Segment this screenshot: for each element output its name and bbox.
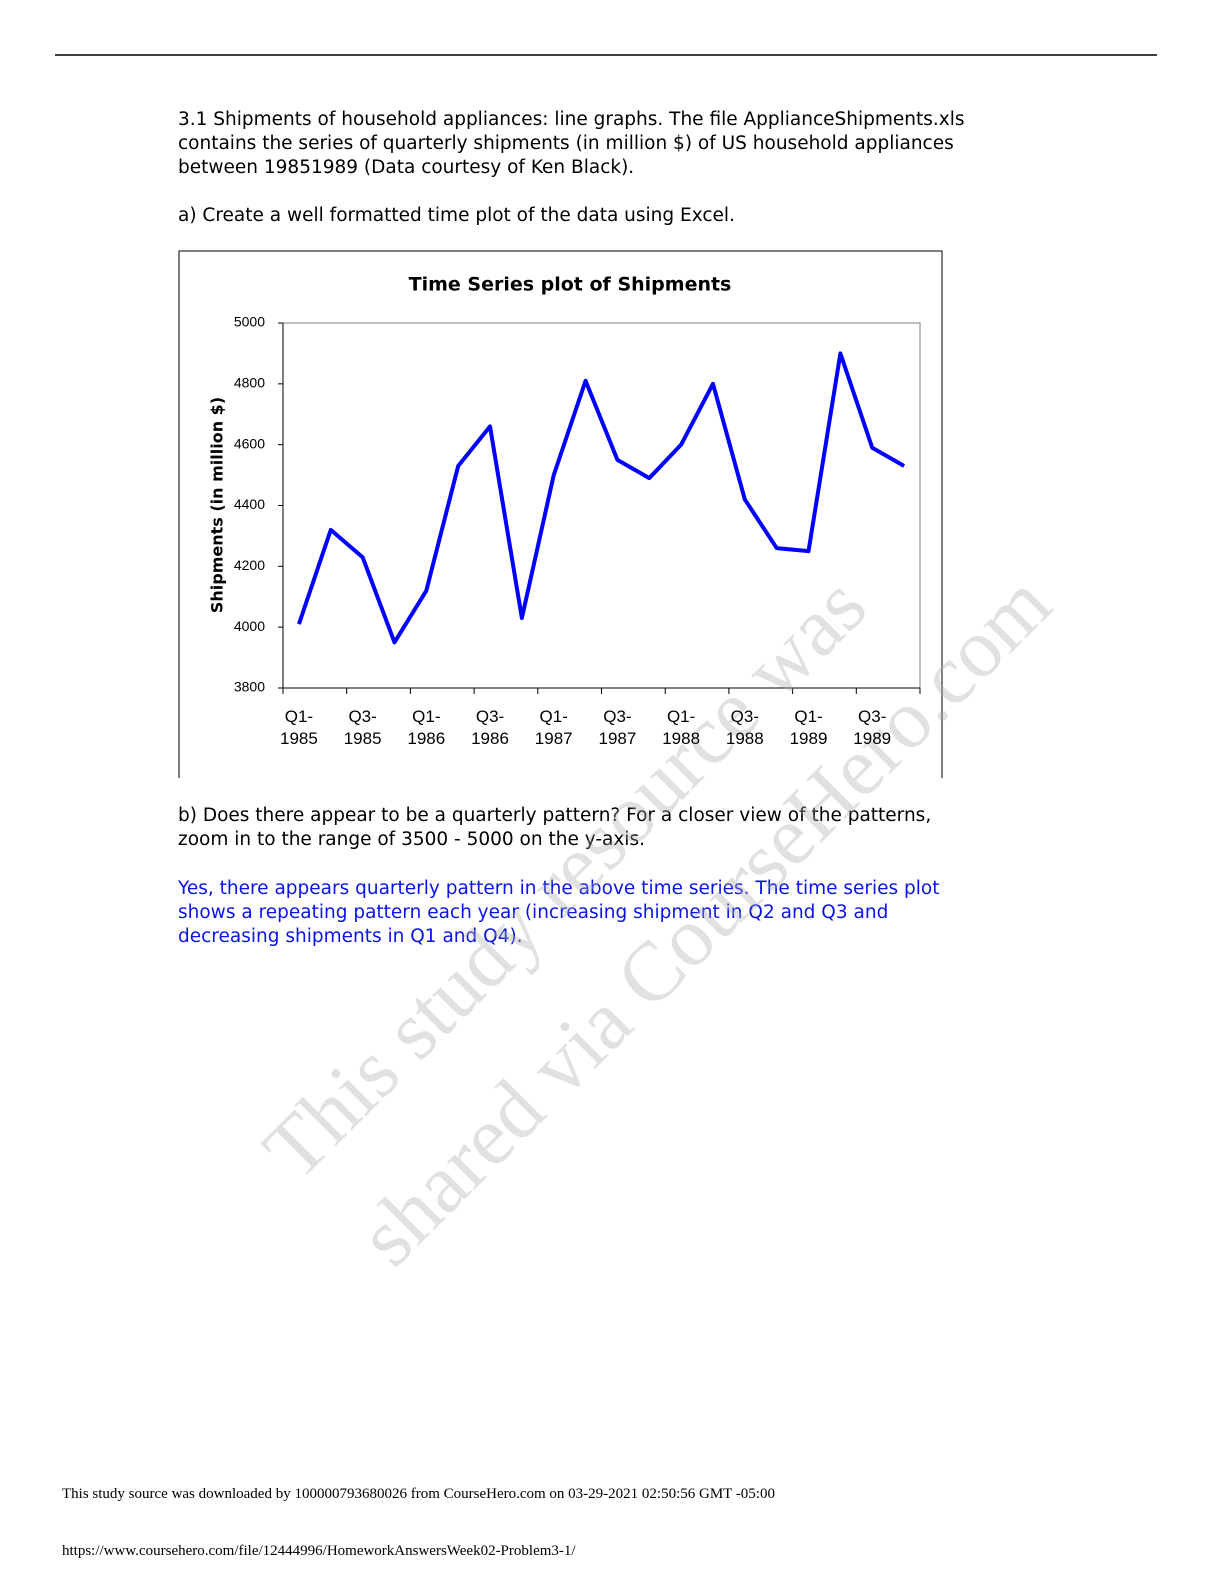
download-note: This study source was downloaded by 1000… (62, 1486, 775, 1502)
y-axis-label: Shipments (in million $) (208, 397, 227, 613)
x-tick-label: Q1- 1985 (280, 707, 318, 748)
x-tick-label: Q1- 1989 (789, 707, 828, 748)
y-tick-label: 4000 (234, 618, 265, 634)
x-tick-label: Q3- 1989 (853, 707, 892, 748)
answer-line: Yes, there appears quarterly pattern in … (178, 878, 940, 899)
part-b-line: zoom in to the range of 3500 - 5000 on t… (178, 829, 645, 850)
footer-url: https://www.coursehero.com/file/12444996… (62, 1543, 576, 1559)
y-tick-label: 4800 (234, 375, 265, 391)
chart-frame (178, 250, 943, 778)
x-tick-label: Q1- 1987 (534, 707, 573, 748)
answer-line: shows a repeating pattern each year (inc… (178, 902, 889, 923)
question-line: 3.1 Shipments of household appliances: l… (178, 109, 965, 130)
x-tick-label: Q1- 1986 (407, 707, 446, 748)
x-tick-label: Q3- 1986 (471, 707, 509, 748)
x-tick-label: Q3- 1987 (598, 707, 637, 748)
x-tick-label: Q1- 1988 (662, 707, 701, 748)
answer-line: decreasing shipments in Q1 and Q4). (178, 926, 523, 947)
y-tick-label: 3800 (234, 679, 265, 695)
chart-title: Time Series plot of Shipments (409, 274, 732, 296)
y-tick-label: 4600 (234, 435, 265, 451)
y-tick-label: 4400 (234, 496, 265, 512)
y-tick-label: 4200 (234, 557, 265, 573)
x-tick-label: Q3- 1985 (343, 707, 382, 748)
question-line: between 19851989 (Data courtesy of Ken B… (178, 157, 635, 178)
part-a: a) Create a well formatted time plot of … (178, 205, 735, 226)
y-tick-label: 5000 (234, 314, 265, 330)
x-tick-label: Q3- 1988 (725, 707, 764, 748)
data-line (297, 351, 906, 645)
question-line: contains the series of quarterly shipmen… (178, 133, 954, 154)
part-b-line: b) Does there appear to be a quarterly p… (178, 805, 932, 826)
